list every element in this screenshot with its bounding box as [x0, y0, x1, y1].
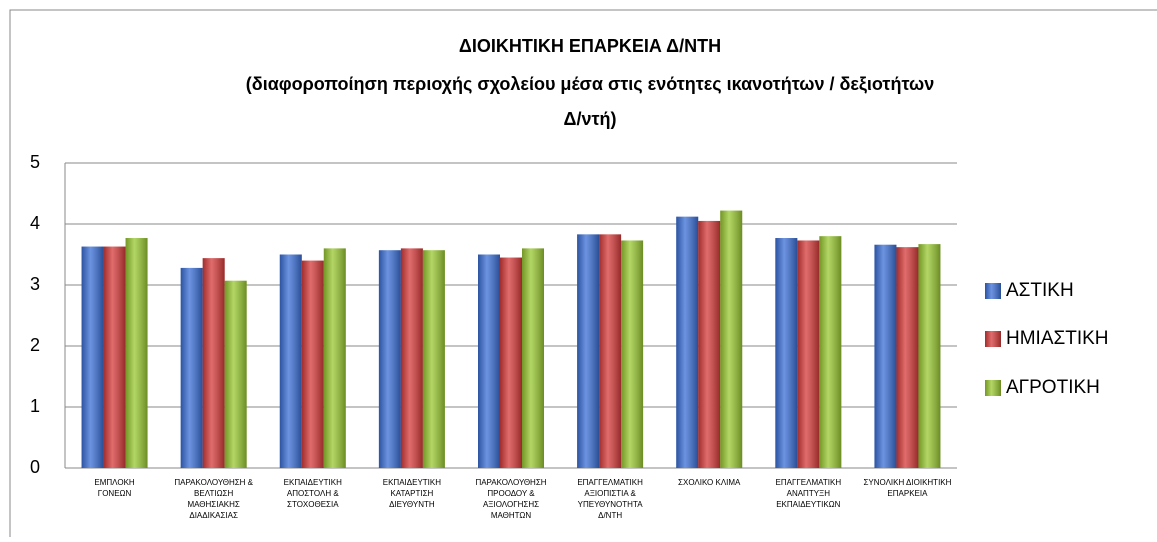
x-tick-label: ΕΠΑΓΓΕΛΜΑΤΙΚΗ ΑΝΑΠΤΥΞΗ ΕΚΠΑΙΔΕΥΤΙΚΩΝ: [776, 478, 842, 509]
bar-shade: [676, 216, 699, 468]
frame: [9, 9, 1157, 537]
legend-swatch-shade: [985, 331, 1001, 347]
bar-shade: [918, 244, 941, 468]
y-tick-label: 2: [30, 335, 40, 355]
x-tick-label: ΠΑΡΑΚΟΛΟΥΘΗΣΗ ΠΡΟΟΔΟΥ & ΑΞΙΟΛΟΓΗΣΗΣ ΜΑΘΗΤΩΝ: [475, 478, 546, 520]
bar-shade: [720, 210, 743, 468]
x-tick-label: ΣΧΟΛΙΚΟ ΚΛΙΜΑ: [678, 478, 741, 487]
bar-shade: [522, 248, 544, 468]
y-tick-label: 0: [30, 457, 40, 477]
y-tick-label: 4: [30, 213, 40, 233]
bar-shade: [180, 267, 203, 468]
bar-shade: [202, 258, 225, 468]
legend-swatch-shade: [985, 283, 1001, 299]
bar-shade: [819, 236, 842, 468]
legend-label: ΗΜΙΑΣΤΙΚΗ: [1006, 328, 1109, 349]
bar-shade: [125, 238, 148, 468]
bar-shade: [103, 246, 126, 468]
legend-swatch-shade: [985, 380, 1001, 396]
bar-shade: [599, 234, 622, 468]
legend-label: ΑΣΤΙΚΗ: [1006, 280, 1074, 301]
bar-shade: [500, 257, 522, 468]
bar-shade: [279, 254, 302, 468]
bar-shade: [621, 240, 644, 468]
x-tick-label: ΕΚΠΑΙΔΕΥΤΙΚΗ ΑΠΟΣΤΟΛΗ & ΣΤΟΧΟΘΕΣΙΑ: [284, 478, 342, 509]
y-tick-label: 3: [30, 274, 40, 294]
x-tick-label: ΠΑΡΑΚΟΛΟΥΘΗΣΗ & ΒΕΛΤΙΩΣΗ ΜΑΘΗΣΙΑΚΗΣ ΔΙΑΔΙΚΑ…: [174, 478, 253, 520]
y-tick-label: 5: [30, 152, 40, 172]
bar-shade: [698, 220, 721, 468]
x-tick-label: ΕΠΑΓΓΕΛΜΑΤΙΚΗ ΑΞΙΟΠΙΣΤΙΑ & ΥΠΕΥΘΥΝΟΤΗΤΑ Δ/Ν…: [577, 478, 643, 520]
bar-shade: [896, 247, 919, 468]
bar-shade: [323, 248, 346, 468]
chart-title: (διαφοροποίηση περιοχής σχολείου μέσα στ…: [246, 74, 934, 95]
x-tick-label: ΕΜΠΛΟΚΗ ΓΟΝΕΩΝ: [94, 478, 135, 498]
y-tick-label: 1: [30, 396, 40, 416]
x-tick-label: ΣΥΝΟΛΙΚΗ ΔΙΟΙΚΗΤΙΚΗ ΕΠΑΡΚΕΙΑ: [863, 478, 951, 498]
legend-label: ΑΓΡΟΤΙΚΗ: [1006, 377, 1100, 398]
bar-shade: [775, 238, 798, 468]
bar-shade: [81, 246, 104, 468]
bar-shade: [378, 250, 401, 468]
x-tick-label: ΕΚΠΑΙΔΕΥΤΙΚΗ ΚΑΤΑΡΤΙΣΗ ΔΙΕΥΘΥΝΤΗ: [383, 478, 441, 509]
bar-shade: [301, 260, 324, 468]
bar-shade: [577, 234, 600, 468]
bar-shade: [400, 248, 423, 468]
chart-title: Δ/ντή): [564, 109, 617, 129]
chart-title: ΔΙΟΙΚΗΤΙΚΗ ΕΠΑΡΚΕΙΑ Δ/ΝΤΗ: [459, 36, 721, 56]
bar-shade: [422, 250, 445, 468]
bar-shade: [797, 240, 820, 468]
bar-shade: [478, 254, 500, 468]
bar-shade: [874, 244, 897, 468]
bar-shade: [224, 280, 247, 468]
